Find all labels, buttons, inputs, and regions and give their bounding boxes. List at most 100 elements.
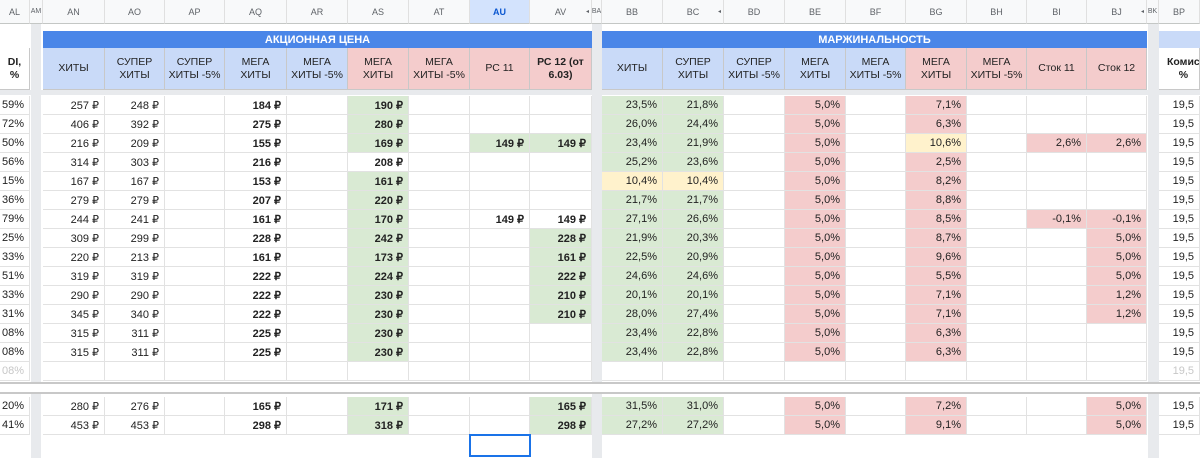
cell-bp[interactable]: 19,5 [1159, 286, 1200, 305]
cell-ap[interactable] [165, 397, 225, 416]
cell-al[interactable]: 15% [0, 172, 30, 191]
cell-at[interactable] [409, 362, 470, 381]
cell-au[interactable] [470, 229, 530, 248]
cell-ao[interactable]: 303 ₽ [105, 153, 165, 172]
cell-bh[interactable] [967, 286, 1027, 305]
cell-bb[interactable]: 21,9% [602, 229, 663, 248]
cell-av[interactable] [530, 115, 592, 134]
cell-bf[interactable] [846, 267, 906, 286]
cell-aq[interactable]: 155 ₽ [225, 134, 287, 153]
cell-al[interactable]: 33% [0, 248, 30, 267]
cell-bg[interactable]: 2,5% [906, 153, 967, 172]
cell-bi[interactable] [1027, 324, 1087, 343]
cell-an[interactable]: 279 ₽ [43, 191, 105, 210]
cell-ao[interactable]: 213 ₽ [105, 248, 165, 267]
cell-bp[interactable]: 19,5 [1159, 96, 1200, 115]
cell-as[interactable]: 280 ₽ [348, 115, 409, 134]
cell-as[interactable]: 170 ₽ [348, 210, 409, 229]
cell-bh[interactable] [967, 343, 1027, 362]
column-header-bb[interactable]: BB [602, 0, 663, 24]
cell-bg[interactable]: 7,1% [906, 286, 967, 305]
cell-ao[interactable]: 241 ₽ [105, 210, 165, 229]
cell-bb[interactable]: 31,5% [602, 397, 663, 416]
cell-an[interactable] [43, 362, 105, 381]
cell-ao[interactable]: 453 ₽ [105, 416, 165, 435]
cell-be[interactable]: 5,0% [785, 397, 846, 416]
cell-bd[interactable] [724, 134, 785, 153]
cell-aq[interactable]: 153 ₽ [225, 172, 287, 191]
cell-bp[interactable]: 19,5 [1159, 362, 1200, 381]
cell-bd[interactable] [724, 153, 785, 172]
cell-bi[interactable] [1027, 267, 1087, 286]
cell-al[interactable]: 08% [0, 324, 30, 343]
cell-ap[interactable] [165, 191, 225, 210]
cell-as[interactable]: 318 ₽ [348, 416, 409, 435]
cell-bi[interactable]: 2,6% [1027, 134, 1087, 153]
cell-al[interactable]: 31% [0, 305, 30, 324]
cell-ap[interactable] [165, 324, 225, 343]
cell-as[interactable]: 242 ₽ [348, 229, 409, 248]
cell-an[interactable]: 315 ₽ [43, 343, 105, 362]
cell-bg[interactable]: 8,5% [906, 210, 967, 229]
cell-bg[interactable]: 9,1% [906, 416, 967, 435]
cell-bp[interactable]: 19,5 [1159, 191, 1200, 210]
cell-ap[interactable] [165, 134, 225, 153]
cell-ap[interactable] [165, 267, 225, 286]
cell-bg[interactable] [906, 362, 967, 381]
column-header-as[interactable]: AS [348, 0, 409, 24]
cell-av[interactable]: 149 ₽ [530, 210, 592, 229]
cell-bf[interactable] [846, 416, 906, 435]
cell-au[interactable] [470, 96, 530, 115]
cell-bp[interactable]: 19,5 [1159, 267, 1200, 286]
cell-bj[interactable] [1087, 343, 1147, 362]
cell-bh[interactable] [967, 229, 1027, 248]
cell-as[interactable]: 230 ₽ [348, 324, 409, 343]
cell-ao[interactable]: 311 ₽ [105, 324, 165, 343]
cell-bi[interactable] [1027, 248, 1087, 267]
cell-ar[interactable] [287, 267, 348, 286]
cell-bj[interactable] [1087, 172, 1147, 191]
cell-bd[interactable] [724, 96, 785, 115]
cell-bc[interactable]: 31,0% [663, 397, 724, 416]
cell-bd[interactable] [724, 191, 785, 210]
cell-bj[interactable] [1087, 362, 1147, 381]
cell-aq[interactable]: 225 ₽ [225, 343, 287, 362]
cell-at[interactable] [409, 343, 470, 362]
cell-an[interactable]: 314 ₽ [43, 153, 105, 172]
cell-bc[interactable]: 20,9% [663, 248, 724, 267]
cell-bc[interactable]: 21,9% [663, 134, 724, 153]
cell-av[interactable]: 298 ₽ [530, 416, 592, 435]
cell-bh[interactable] [967, 134, 1027, 153]
cell-at[interactable] [409, 324, 470, 343]
cell-ap[interactable] [165, 416, 225, 435]
cell-bg[interactable]: 10,6% [906, 134, 967, 153]
cell-al[interactable]: 41% [0, 416, 30, 435]
cell-be[interactable]: 5,0% [785, 134, 846, 153]
cell-ap[interactable] [165, 153, 225, 172]
cell-av[interactable] [530, 324, 592, 343]
cell-be[interactable]: 5,0% [785, 343, 846, 362]
cell-ar[interactable] [287, 324, 348, 343]
cell-av[interactable] [530, 153, 592, 172]
cell-ap[interactable] [165, 343, 225, 362]
cell-bp[interactable]: 19,5 [1159, 416, 1200, 435]
cell-bc[interactable] [663, 362, 724, 381]
cell-aq[interactable]: 165 ₽ [225, 397, 287, 416]
cell-bb[interactable]: 23,4% [602, 343, 663, 362]
column-header-ao[interactable]: AO [105, 0, 165, 24]
cell-ar[interactable] [287, 115, 348, 134]
cell-bb[interactable]: 26,0% [602, 115, 663, 134]
cell-bf[interactable] [846, 96, 906, 115]
cell-bc[interactable]: 27,2% [663, 416, 724, 435]
cell-as[interactable]: 171 ₽ [348, 397, 409, 416]
collapse-arrow-icon[interactable]: ◂ [1140, 9, 1144, 15]
cell-ao[interactable]: 276 ₽ [105, 397, 165, 416]
cell-bf[interactable] [846, 229, 906, 248]
cell-bp[interactable]: 19,5 [1159, 172, 1200, 191]
cell-be[interactable]: 5,0% [785, 191, 846, 210]
cell-an[interactable]: 257 ₽ [43, 96, 105, 115]
cell-aq[interactable]: 228 ₽ [225, 229, 287, 248]
cell-ar[interactable] [287, 134, 348, 153]
cell-bc[interactable]: 20,3% [663, 229, 724, 248]
cell-al[interactable]: 56% [0, 153, 30, 172]
